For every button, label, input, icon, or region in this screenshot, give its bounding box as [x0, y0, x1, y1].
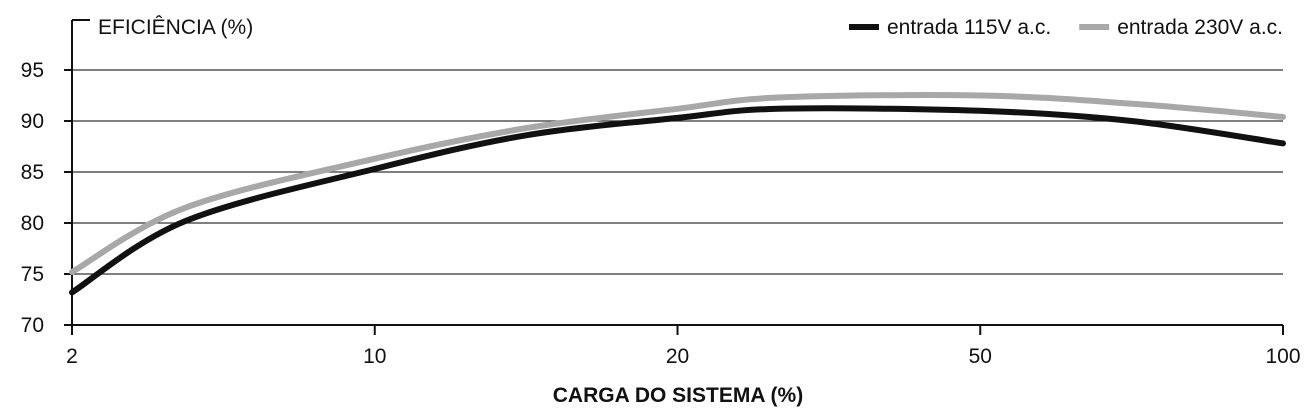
y-tick-label-85: 85 — [21, 161, 44, 184]
x-tick-label-2: 2 — [66, 345, 78, 368]
x-tick-label-20: 20 — [666, 345, 689, 368]
axes — [64, 19, 1284, 335]
legend: entrada 230V a.c. entrada 115V a.c. — [848, 16, 1283, 39]
grid-lines — [72, 69, 1283, 275]
series-line-entrada-115v-a-c — [69, 105, 1286, 296]
x-axis-label: CARGA DO SISTEMA (%) — [553, 384, 803, 407]
tick-labels: 70 75 80 85 90 95 2 10 20 50 100 — [21, 59, 1301, 368]
y-tick-label-90: 90 — [21, 110, 44, 133]
y-tick-label-75: 75 — [21, 263, 44, 286]
x-tick-label-100: 100 — [1265, 345, 1300, 368]
legend-label-entrada-230v-a-c: entrada 230V a.c. — [1117, 16, 1283, 39]
x-tick-label-50: 50 — [969, 345, 992, 368]
x-tick-label-10: 10 — [363, 345, 386, 368]
y-tick-label-80: 80 — [21, 212, 44, 235]
y-axis-label: EFICIÊNCIA (%) — [98, 16, 253, 39]
y-tick-label-95: 95 — [21, 59, 44, 82]
series-layer — [69, 92, 1286, 296]
series-line-entrada-230v-a-c — [69, 92, 1286, 275]
y-tick-label-70: 70 — [21, 314, 44, 337]
legend-label-entrada-115v-a-c: entrada 115V a.c. — [887, 16, 1051, 39]
